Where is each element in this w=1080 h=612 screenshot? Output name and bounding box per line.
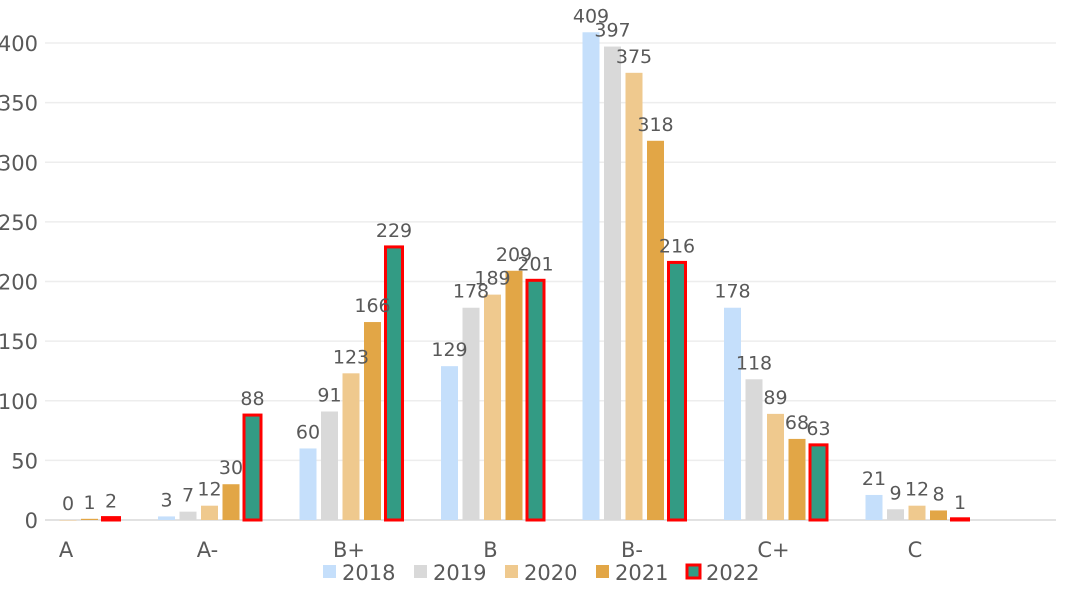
bar-2021-C+	[788, 438, 806, 520]
data-label: 63	[806, 418, 830, 440]
x-tick-label: B	[483, 538, 497, 562]
gridlines	[45, 42, 1056, 521]
bar-2020-A	[59, 520, 77, 521]
legend-label: 2019	[433, 561, 486, 585]
bar-2021-C	[930, 510, 947, 520]
data-label: 209	[496, 244, 532, 266]
bar-2021-B	[505, 270, 523, 520]
y-tick-label: 0	[25, 509, 38, 533]
data-label: 216	[659, 235, 695, 257]
y-tick-label: 250	[0, 211, 38, 235]
data-label: 201	[517, 253, 553, 275]
bar-2018-C+	[724, 307, 741, 520]
bar-2018-B-	[582, 32, 600, 520]
data-label: 166	[354, 295, 390, 317]
bar-2022-C+	[808, 443, 829, 522]
data-label: 0	[62, 493, 74, 515]
legend-label: 2018	[342, 561, 395, 585]
legend-label: 2021	[615, 561, 668, 585]
y-tick-label: 350	[0, 92, 38, 116]
bar-2021-B-	[647, 140, 664, 520]
bar-2021-A	[81, 518, 98, 520]
data-label: 1	[83, 492, 95, 514]
bar-2020-C	[908, 505, 926, 520]
data-label: 12	[197, 479, 221, 501]
data-label: 375	[616, 46, 652, 68]
data-label: 2	[105, 491, 117, 513]
data-label: 189	[474, 268, 510, 290]
data-label: 60	[296, 421, 320, 443]
data-label: 9	[889, 482, 901, 504]
bar-2020-B+	[342, 373, 360, 520]
data-label: 397	[594, 20, 630, 42]
bar-2022-A	[101, 516, 121, 522]
bar-2019-B+	[321, 411, 338, 520]
bar-2021-B+	[364, 322, 381, 520]
legend-label: 2020	[524, 561, 577, 585]
data-label: 129	[431, 339, 467, 361]
data-label: 3	[160, 489, 172, 511]
bar-2020-C+	[767, 413, 784, 520]
data-label: 30	[219, 457, 243, 479]
data-label: 12	[905, 479, 929, 501]
data-label: 7	[182, 485, 194, 507]
data-labels: 0 1 2 3 7 12308860911231662291291781892092014…	[62, 5, 966, 515]
data-label: 88	[240, 388, 264, 410]
bar-2022-C	[950, 517, 970, 522]
legend-swatch-2022	[685, 563, 702, 580]
bar-2022-B+	[384, 245, 404, 522]
bars	[59, 32, 970, 522]
bar-2019-B	[462, 307, 480, 520]
bar-2021-A-	[222, 484, 240, 520]
x-tick-label: C	[908, 538, 923, 562]
legend-swatch-2021	[596, 565, 609, 578]
y-tick-label: 300	[0, 151, 38, 175]
y-tick-label: 50	[11, 449, 38, 473]
bar-2018-C	[865, 494, 883, 520]
y-tick-label: 150	[0, 330, 38, 354]
data-label: 409	[573, 5, 609, 27]
bar-2020-A-	[201, 505, 218, 520]
x-tick-label: B-	[621, 538, 643, 562]
legend-swatch-2018	[323, 565, 336, 578]
data-label: 178	[453, 281, 489, 303]
x-tick-label: A	[59, 538, 74, 562]
bar-2020-B-	[625, 72, 643, 520]
bar-2020-B	[484, 294, 501, 520]
x-tick-label: A-	[197, 538, 218, 562]
data-label: 8	[932, 483, 944, 505]
data-label: 21	[862, 468, 886, 490]
data-label: 318	[637, 114, 673, 136]
data-label: 89	[763, 387, 787, 409]
bar-2022-B-	[667, 260, 687, 522]
data-label: 68	[785, 412, 809, 434]
x-axis: A A- B+ B B- C+ C	[59, 538, 923, 562]
data-label: 91	[317, 384, 341, 406]
bar-2019-C	[887, 509, 904, 520]
legend-swatch-2019	[414, 565, 427, 578]
bar-2018-B	[441, 366, 458, 520]
x-tick-label: C+	[757, 538, 789, 562]
bar-2018-A-	[158, 516, 175, 520]
data-label: 1	[954, 492, 966, 514]
legend-label: 2022	[706, 561, 759, 585]
bar-2022-B	[525, 278, 546, 522]
data-label: 178	[714, 281, 750, 303]
bar-2022-A-	[242, 413, 263, 522]
bar-2019-C+	[745, 379, 763, 520]
y-tick-label: 400	[0, 32, 38, 56]
x-tick-label: B+	[333, 538, 365, 562]
legend: 2018 2019 2020 2021 2022	[323, 561, 759, 585]
y-tick-label: 100	[0, 390, 38, 414]
bar-2018-B+	[299, 448, 317, 520]
bar-2019-A-	[179, 511, 197, 520]
bar-2019-B-	[604, 46, 621, 520]
legend-swatch-2020	[505, 565, 518, 578]
y-tick-label: 200	[0, 271, 38, 295]
data-label: 229	[376, 220, 412, 242]
data-label: 123	[333, 346, 369, 368]
data-label: 118	[736, 352, 772, 374]
y-axis: 0 50 100 150 200 250 300 350 400	[0, 32, 38, 533]
